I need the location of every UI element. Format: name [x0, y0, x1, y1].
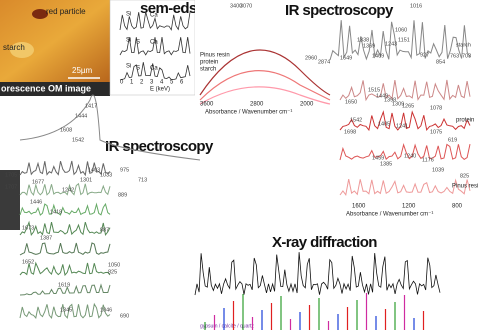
peak-label: 1673 [22, 225, 34, 231]
element-label: Si [126, 12, 131, 18]
tick-label: 2000 [300, 102, 314, 108]
peak-label: 854 [436, 59, 445, 65]
peak-label: 1241 [396, 123, 408, 129]
peak-label: 1705 [5, 172, 17, 178]
peak-label: 2960 [305, 55, 317, 61]
element-label: S [136, 40, 140, 46]
legend-label: Pinus resin [200, 53, 230, 59]
peak-label: 1608 [60, 127, 72, 133]
peak-label: 1542 [350, 117, 362, 123]
peak-label: 1242 [62, 187, 74, 193]
peak-label: 1417 [85, 103, 97, 109]
spectrum [20, 204, 110, 215]
peak-label: 825 [108, 269, 117, 275]
peak-label: 1046 [100, 307, 112, 313]
element-label: S [136, 66, 140, 72]
peak-label: 1301 [80, 177, 92, 183]
peak-label: 1418 [50, 209, 62, 215]
peak-label: 2874 [318, 59, 330, 65]
element-label: Si [126, 38, 131, 44]
peak-label: 1151 [398, 37, 410, 43]
peak-label: 1387 [40, 235, 52, 241]
element-label: Ca [150, 13, 158, 19]
element-label: Ca [150, 40, 158, 46]
spectrum [20, 243, 110, 255]
peak-label: 1078 [430, 105, 442, 111]
peak-label: 1345 [60, 307, 72, 313]
peak-label: 1444 [75, 113, 87, 119]
scale-label: 25µm [72, 66, 93, 75]
peak-label: 1039 [432, 167, 444, 173]
element-label: Si [126, 64, 131, 70]
peak-label: 1677 [32, 179, 44, 185]
panel-title: IR spectroscopy [285, 2, 394, 19]
photo-label: red particle [46, 7, 86, 16]
collage: red particle starch 25µm orescence OM im… [0, 0, 478, 332]
tick-label: 1200 [402, 204, 416, 210]
element-label: Ca [150, 66, 158, 72]
peak-label: 1243 [385, 41, 397, 47]
side-label: starch [456, 42, 471, 48]
peak-label: 1240 [404, 153, 416, 159]
peak-label: 1050 [108, 262, 120, 268]
peak-label: 1075 [430, 129, 442, 135]
legend-label: starch [200, 67, 216, 73]
peak-label: 690 [120, 313, 129, 319]
peak-label: 975 [120, 167, 129, 173]
peak-label: 1265 [402, 103, 414, 109]
panel-title: X-ray diffraction [272, 234, 377, 251]
tick-label: 3600 [200, 102, 214, 108]
xrd-legend: gypsum / calcite / quartz [200, 323, 254, 329]
dark-image [0, 170, 20, 230]
peak-label: 1033 [100, 172, 112, 178]
tick-label: 1600 [352, 204, 366, 210]
peak-label: 1542 [72, 137, 84, 143]
peak-label: 1649 [340, 55, 352, 61]
peak-label: 1698 [344, 129, 356, 135]
peak-label: 1409 [372, 53, 384, 59]
peak-label: 763 [450, 53, 459, 59]
peak-label: 889 [118, 192, 127, 198]
peak-label: 1707 [5, 184, 17, 190]
peak-label: 3070 [240, 3, 252, 9]
tick-label: 2800 [250, 102, 264, 108]
spectrum [340, 179, 470, 195]
caption: orescence OM image [1, 83, 91, 93]
peak-label: 1403 [88, 167, 100, 173]
peak-label: 1652 [22, 259, 34, 265]
panel-title: sem-eds [140, 0, 197, 17]
peak-label: 1385 [380, 161, 392, 167]
peak-label: 927 [420, 52, 429, 58]
peak-label: 1650 [345, 99, 357, 105]
peak-label: 1060 [395, 27, 407, 33]
figure-collage: red particle starch 25µm orescence OM im… [0, 0, 478, 332]
series-label: Pinus resin [452, 184, 478, 190]
photo-label: starch [3, 43, 25, 52]
peak-label: 887 [100, 227, 109, 233]
peak-label: 1016 [410, 3, 422, 9]
legend-label: protein [200, 60, 218, 66]
peak-label: 1176 [422, 157, 434, 163]
peak-label: 703 [462, 53, 471, 59]
tick-label: 800 [452, 204, 463, 210]
xrd-pattern [195, 252, 440, 295]
series-label: protein [456, 118, 474, 124]
peak-label: 1405 [378, 121, 390, 127]
peak-label: 825 [460, 173, 469, 179]
peak-label: 713 [138, 177, 147, 183]
axis-label: Absorbance / Wavenumber cm⁻¹ [205, 110, 292, 116]
axis-label: Absorbance / Wavenumber cm⁻¹ [346, 212, 433, 218]
peak-label: 1446 [30, 199, 42, 205]
peak-label: 1619 [58, 282, 70, 288]
panel-title: IR spectroscopy [105, 138, 214, 155]
peak-label: 1369 [363, 43, 375, 49]
axis-label: E (keV) [150, 87, 170, 93]
peak-label: 619 [448, 137, 457, 143]
